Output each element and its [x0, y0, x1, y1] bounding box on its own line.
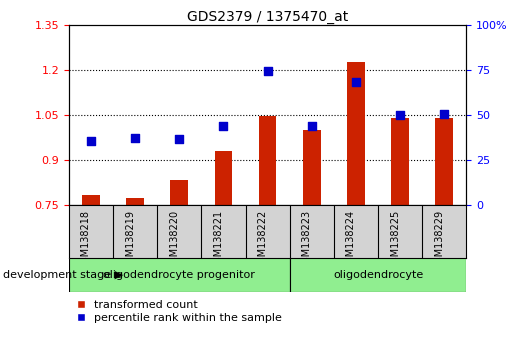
Text: GSM138224: GSM138224	[346, 210, 356, 269]
Text: GSM138222: GSM138222	[258, 210, 268, 269]
Point	[352, 79, 360, 85]
Text: GSM138225: GSM138225	[390, 210, 400, 269]
Text: GSM138219: GSM138219	[125, 210, 135, 269]
Title: GDS2379 / 1375470_at: GDS2379 / 1375470_at	[187, 10, 348, 24]
Text: GSM138220: GSM138220	[169, 210, 179, 269]
Point	[87, 138, 95, 143]
Bar	[259, 116, 277, 205]
Legend: transformed count, percentile rank within the sample: transformed count, percentile rank withi…	[74, 298, 285, 326]
Bar	[171, 180, 188, 205]
Bar	[82, 195, 100, 205]
Point	[131, 135, 139, 141]
Bar	[347, 62, 365, 205]
Bar	[391, 118, 409, 205]
Bar	[290, 258, 466, 292]
Text: GSM138223: GSM138223	[302, 210, 312, 269]
Bar	[126, 198, 144, 205]
Text: GSM138218: GSM138218	[81, 210, 91, 269]
Text: development stage ▶: development stage ▶	[3, 270, 123, 280]
Point	[440, 111, 448, 116]
Point	[396, 112, 404, 118]
Point	[219, 123, 228, 129]
Bar	[69, 258, 290, 292]
Text: GSM138221: GSM138221	[214, 210, 224, 269]
Point	[307, 123, 316, 129]
Text: oligodendrocyte progenitor: oligodendrocyte progenitor	[103, 270, 255, 280]
Bar	[436, 118, 453, 205]
Text: oligodendrocyte: oligodendrocyte	[333, 270, 423, 280]
Bar	[215, 151, 232, 205]
Point	[263, 69, 272, 74]
Bar	[303, 130, 321, 205]
Point	[175, 136, 183, 142]
Text: GSM138229: GSM138229	[434, 210, 444, 269]
